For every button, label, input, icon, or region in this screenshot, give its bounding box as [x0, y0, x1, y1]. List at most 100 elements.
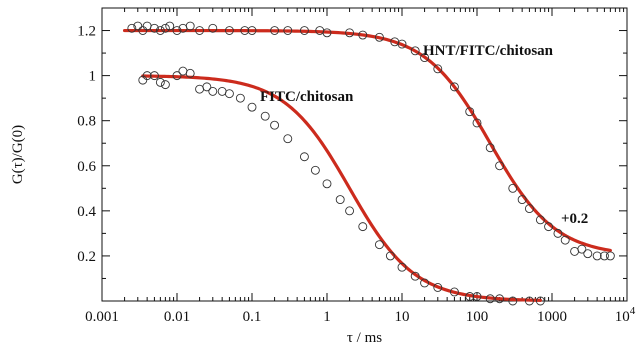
y-tick-label: 0.8: [77, 114, 96, 130]
data-point: [465, 107, 475, 117]
data-point: [322, 179, 332, 189]
x-tick-label: 1: [323, 309, 331, 325]
data-point: [299, 26, 309, 35]
data-point: [270, 26, 280, 35]
data-point: [270, 120, 280, 130]
data-point: [160, 23, 170, 33]
data-point: [149, 71, 159, 81]
data-point: [524, 296, 534, 306]
data-point: [449, 287, 459, 297]
data-point: [358, 30, 368, 40]
data-point: [185, 68, 195, 78]
data-point: [149, 23, 159, 33]
y-axis-ticks: 0.2 0.4 0.6 0.8 1 1.2: [77, 24, 627, 279]
data-point: [517, 195, 527, 205]
data-point: [172, 71, 182, 81]
data-point: [410, 271, 420, 281]
data-point: [247, 102, 257, 112]
data-point: [570, 246, 580, 256]
x-axis-title: τ / ms: [347, 330, 382, 346]
data-point: [577, 244, 587, 254]
y-tick-label: 0.2: [77, 249, 96, 265]
data-point: [397, 39, 407, 49]
data-point: [142, 71, 152, 81]
y-tick-label: 1: [89, 69, 97, 85]
y-tick-label: 0.4: [77, 204, 96, 220]
data-point: [374, 240, 384, 250]
data-point: [472, 118, 482, 128]
data-point: [358, 222, 368, 232]
data-point: [599, 251, 609, 261]
x-tick-label-exp: 104: [615, 305, 636, 325]
plot-frame: [101, 7, 628, 302]
data-point: [299, 152, 309, 162]
data-point: [592, 251, 602, 261]
data-point: [283, 134, 293, 144]
data-point: [185, 21, 195, 31]
data-point: [165, 21, 175, 31]
data-point: [142, 21, 152, 31]
series-label-fitc-chitosan: FITC/chitosan: [260, 89, 354, 105]
y-axis-title: G(τ)/G(0): [10, 125, 26, 184]
data-point: [433, 283, 443, 292]
data-point: [553, 228, 563, 238]
data-point: [535, 215, 545, 225]
x-tick-label: 0.1: [243, 309, 262, 325]
data-point: [202, 82, 212, 92]
series-group: [138, 66, 545, 306]
data-point: [160, 80, 170, 90]
data-point: [208, 86, 218, 96]
data-point: [420, 53, 430, 63]
data-point: [433, 64, 443, 74]
x-tick-label: 10: [395, 309, 410, 325]
y-tick-label: 1.2: [77, 24, 96, 40]
data-point: [247, 26, 257, 35]
data-point: [155, 26, 165, 35]
data-point: [374, 32, 384, 42]
data-point: [127, 23, 137, 33]
data-point: [544, 222, 554, 232]
data-point: [283, 26, 293, 35]
data-point: [508, 183, 518, 193]
data-point: [195, 84, 205, 94]
x-tick-label: 100: [466, 309, 489, 325]
x-tick-label: 0.01: [164, 309, 190, 325]
fit-curve: [141, 74, 542, 302]
data-point: [208, 23, 218, 33]
data-point: [420, 278, 430, 288]
data-point: [260, 111, 270, 121]
data-point: [495, 294, 505, 304]
data-point: [465, 292, 475, 301]
data-point: [224, 26, 234, 35]
data-point: [524, 204, 534, 214]
x-axis-ticks: 0.001 0.01 0.1 1 10 100 1000 104: [85, 8, 636, 325]
data-point: [155, 77, 165, 87]
data-point: [178, 66, 188, 76]
data-point: [605, 251, 615, 261]
data-point: [172, 26, 182, 35]
data-point: [485, 294, 495, 304]
x-tick-label: 0.001: [85, 309, 119, 325]
series-group: [122, 21, 615, 261]
data-point: [410, 46, 420, 56]
fit-curve: [122, 28, 612, 253]
series-layer: [122, 21, 615, 306]
data-point: [397, 262, 407, 272]
x-tick-label: 1000: [537, 309, 567, 325]
data-point: [240, 26, 250, 35]
data-point: [508, 296, 518, 306]
data-point: [449, 82, 459, 92]
data-point: [217, 86, 227, 96]
data-point: [345, 206, 355, 216]
data-point: [224, 89, 234, 99]
data-point: [485, 143, 495, 153]
data-point: [583, 249, 593, 259]
data-point: [560, 235, 570, 245]
data-point: [535, 296, 545, 306]
y-tick-label: 0.6: [77, 159, 96, 175]
data-point: [235, 93, 245, 103]
data-point: [495, 161, 505, 171]
data-point: [322, 28, 332, 38]
